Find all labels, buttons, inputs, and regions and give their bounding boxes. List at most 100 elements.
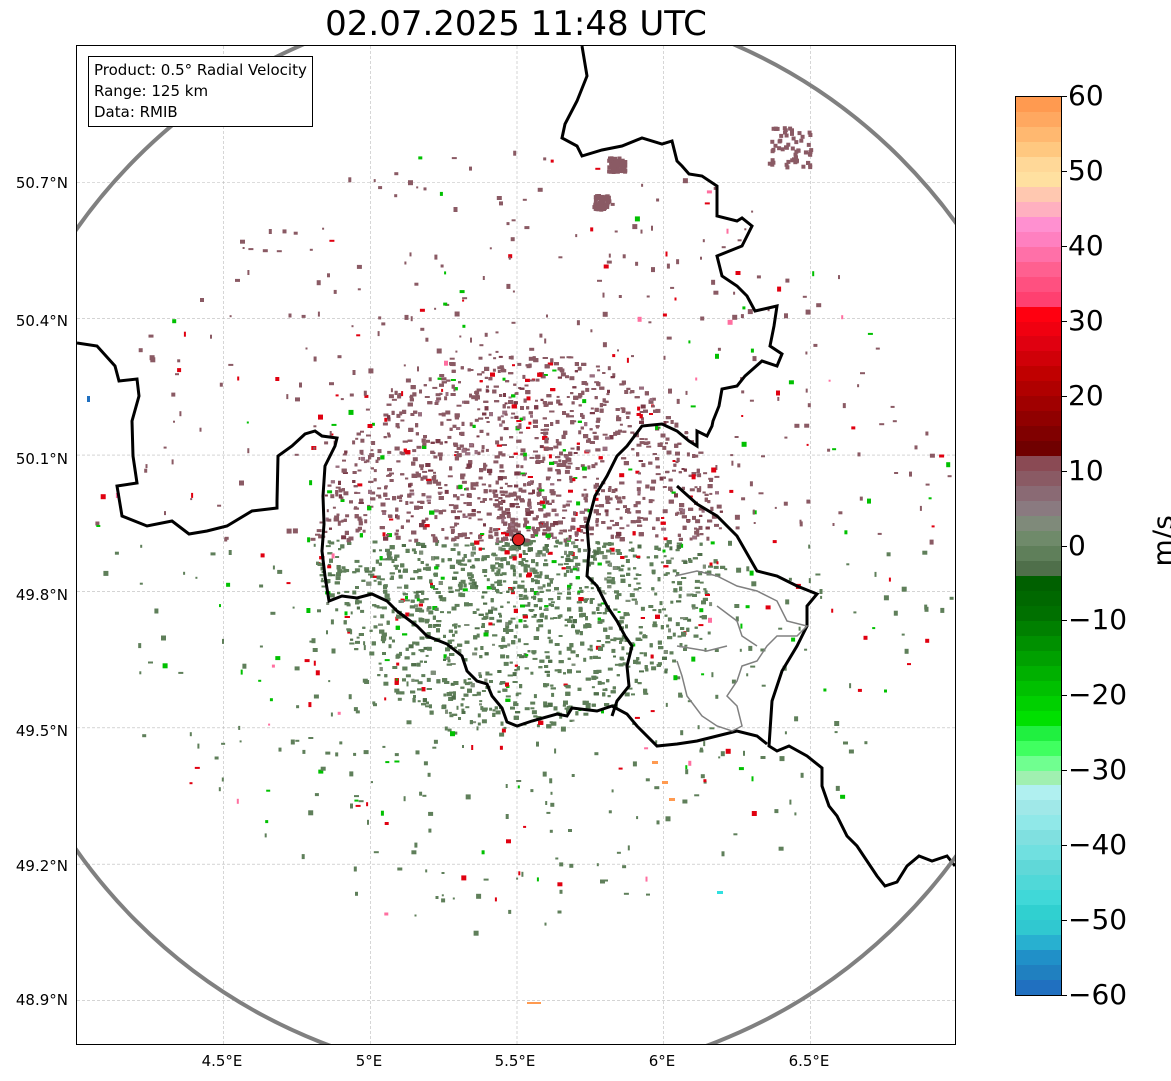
velocity-gate xyxy=(580,426,584,430)
velocity-gate xyxy=(377,457,381,461)
velocity-gate xyxy=(602,446,608,451)
velocity-gate xyxy=(343,491,349,496)
velocity-gate xyxy=(629,593,635,598)
velocity-gate xyxy=(607,695,611,698)
velocity-gate xyxy=(387,468,392,472)
velocity-gate xyxy=(401,544,406,547)
velocity-gate xyxy=(387,432,390,435)
velocity-gate xyxy=(426,632,431,637)
velocity-gate xyxy=(527,498,531,502)
velocity-gate xyxy=(559,356,565,359)
velocity-gate xyxy=(591,464,596,469)
velocity-gate xyxy=(428,377,432,382)
velocity-gate xyxy=(445,709,448,714)
velocity-gate xyxy=(387,434,391,438)
velocity-gate xyxy=(358,502,364,504)
velocity-gate xyxy=(496,590,500,594)
velocity-gate xyxy=(492,634,498,637)
velocity-gate xyxy=(412,449,417,453)
velocity-gate xyxy=(558,459,562,463)
velocity-gate xyxy=(669,546,673,551)
velocity-gate xyxy=(528,421,532,425)
velocity-gate xyxy=(454,417,459,420)
velocity-gate xyxy=(662,486,667,488)
velocity-gate xyxy=(705,526,710,530)
velocity-gate xyxy=(384,485,388,488)
velocity-gate xyxy=(576,601,582,604)
velocity-gate xyxy=(679,643,683,648)
velocity-gate xyxy=(608,626,613,630)
velocity-gate xyxy=(352,571,357,574)
velocity-gate xyxy=(372,575,377,578)
velocity-gate xyxy=(474,540,480,545)
velocity-gate xyxy=(410,385,416,390)
velocity-gate xyxy=(537,598,543,603)
velocity-gate xyxy=(525,604,531,607)
velocity-gate xyxy=(606,526,612,530)
velocity-gate xyxy=(544,607,549,610)
velocity-gate xyxy=(636,443,642,447)
velocity-gate xyxy=(593,670,599,674)
velocity-gate xyxy=(512,672,517,677)
velocity-gate xyxy=(630,390,635,394)
velocity-gate xyxy=(621,635,625,640)
velocity-gate xyxy=(371,422,375,426)
velocity-gate xyxy=(450,663,456,665)
velocity-gate xyxy=(568,559,574,563)
velocity-gate xyxy=(558,635,563,637)
velocity-gate xyxy=(572,568,577,571)
velocity-gate xyxy=(329,595,334,598)
velocity-gate xyxy=(640,517,644,519)
velocity-gate xyxy=(433,509,439,513)
velocity-gate xyxy=(550,422,554,426)
velocity-gate xyxy=(367,506,372,511)
velocity-gate xyxy=(596,547,601,552)
velocity-gate xyxy=(660,433,666,438)
velocity-gate xyxy=(537,502,541,505)
velocity-gate xyxy=(454,387,458,391)
velocity-gate xyxy=(499,614,502,618)
velocity-gate xyxy=(554,513,559,517)
velocity-gate xyxy=(454,413,460,418)
velocity-gate xyxy=(544,651,550,654)
velocity-gate xyxy=(411,663,417,667)
velocity-gate xyxy=(396,614,402,619)
velocity-gate xyxy=(371,441,376,445)
velocity-gate xyxy=(692,557,698,560)
velocity-gate xyxy=(540,612,544,617)
velocity-gate xyxy=(573,452,578,454)
velocity-gate xyxy=(654,555,659,559)
velocity-gate xyxy=(478,672,482,677)
velocity-gate xyxy=(510,525,516,530)
velocity-gate xyxy=(686,593,692,597)
velocity-gate xyxy=(565,685,571,689)
velocity-gate xyxy=(614,590,619,594)
velocity-gate xyxy=(589,598,595,600)
velocity-gate xyxy=(484,630,489,634)
velocity-gate xyxy=(461,708,465,712)
velocity-gate xyxy=(447,659,451,663)
velocity-gate xyxy=(530,567,536,571)
velocity-gate xyxy=(535,378,540,382)
velocity-gate xyxy=(594,462,598,466)
velocity-gate xyxy=(523,568,528,573)
velocity-gate xyxy=(598,551,604,555)
velocity-gate xyxy=(553,445,559,449)
velocity-gate xyxy=(609,519,614,522)
velocity-gate xyxy=(547,447,553,451)
velocity-gate xyxy=(489,616,495,620)
velocity-gate xyxy=(696,528,700,533)
velocity-gate xyxy=(492,712,496,717)
velocity-gate xyxy=(468,517,472,520)
velocity-gate xyxy=(573,511,577,516)
velocity-gate xyxy=(578,606,583,609)
velocity-gate xyxy=(414,679,419,682)
velocity-gate xyxy=(615,535,621,539)
velocity-gate xyxy=(545,683,550,687)
velocity-gate xyxy=(637,490,641,494)
velocity-gate xyxy=(599,408,604,413)
velocity-gate xyxy=(624,390,629,394)
velocity-gate xyxy=(356,636,360,639)
velocity-gate xyxy=(646,556,650,559)
velocity-gate xyxy=(516,425,522,429)
